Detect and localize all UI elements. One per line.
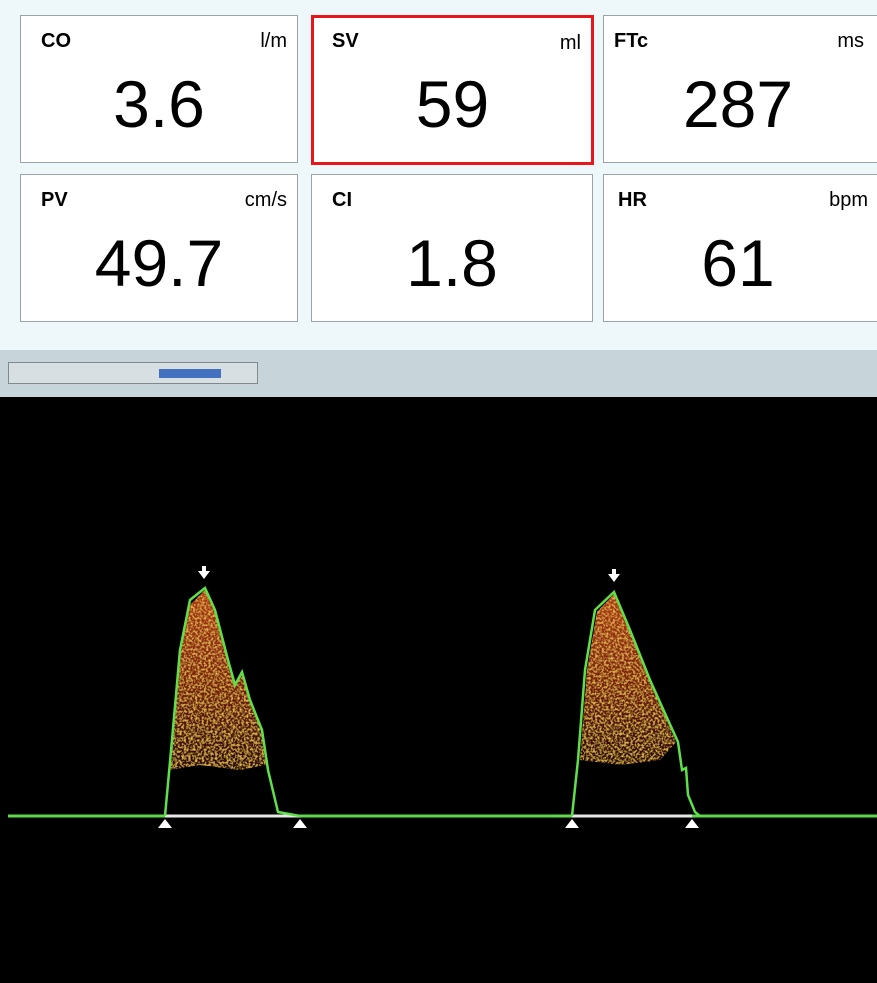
tile-value: 1.8 [312, 225, 592, 301]
peak-marker [608, 569, 620, 582]
page: CO l/m 3.6 SV ml 59 FTc ms 287 PV cm/s 4… [0, 0, 877, 983]
tile-label: PV [41, 189, 68, 212]
tile-label: FTc [614, 30, 648, 53]
tile-unit: l/m [260, 30, 287, 53]
tile-unit: cm/s [245, 189, 287, 212]
tile-unit: ml [560, 32, 581, 55]
toolbar [0, 350, 877, 397]
tile: FTc ms 287 [603, 15, 877, 163]
tile-value: 59 [314, 66, 591, 142]
tile-label: HR [618, 189, 647, 212]
tile-unit: ms [837, 30, 864, 53]
tile-label: CI [332, 189, 352, 212]
tile-label: SV [332, 30, 359, 53]
interval-marker [158, 819, 172, 828]
tile-value: 3.6 [21, 66, 297, 142]
tile-value: 49.7 [21, 225, 297, 301]
tile-unit: bpm [829, 189, 868, 212]
tile: CO l/m 3.6 [20, 15, 298, 163]
tile: CI 1.8 [311, 174, 593, 322]
tile-value: 61 [604, 225, 872, 301]
interval-marker [293, 819, 307, 828]
tile-label: CO [41, 30, 71, 53]
readout-panel: CO l/m 3.6 SV ml 59 FTc ms 287 PV cm/s 4… [0, 0, 877, 350]
peak-marker [198, 566, 210, 579]
doppler-display [0, 397, 877, 983]
scroll-thumb[interactable] [159, 369, 221, 378]
tile: PV cm/s 49.7 [20, 174, 298, 322]
tile: HR bpm 61 [603, 174, 877, 322]
interval-marker [685, 819, 699, 828]
scrollbar[interactable] [8, 362, 258, 384]
tile: SV ml 59 [311, 15, 594, 165]
tile-value: 287 [604, 66, 872, 142]
interval-marker [565, 819, 579, 828]
